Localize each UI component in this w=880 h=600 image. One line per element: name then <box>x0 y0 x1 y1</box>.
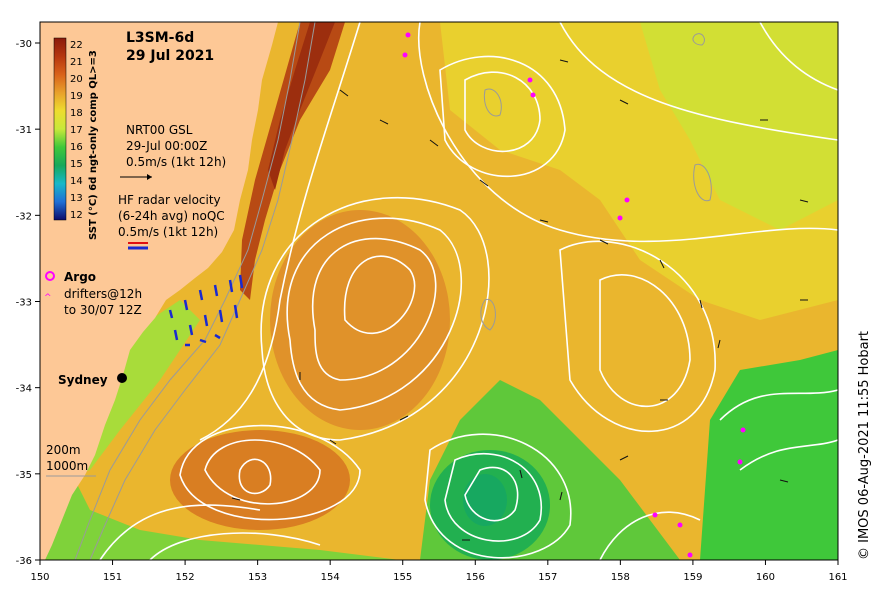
y-axis: -30 -31 -32 -33 -34 -35 -36 <box>16 39 40 567</box>
map-date: 29 Jul 2021 <box>126 48 214 64</box>
colorbar-gradient <box>53 37 67 221</box>
eac-inner <box>268 22 335 190</box>
gsl-scale-arrowhead <box>147 174 152 180</box>
colorbar-tick-label: 20 <box>70 74 83 85</box>
x-tick-label: 155 <box>393 572 412 583</box>
x-tick-label: 160 <box>756 572 775 583</box>
hf-line-1: HF radar velocity <box>118 193 221 207</box>
drifter-symbol-icon: ^ <box>44 293 52 303</box>
drifters-line-1: drifters@12h <box>64 287 142 301</box>
x-tick-label: 150 <box>30 572 49 583</box>
y-tick-label: -32 <box>16 211 32 222</box>
argo-label: Argo <box>64 270 96 284</box>
argo-symbol <box>45 271 55 281</box>
y-tick-label: -33 <box>16 298 32 309</box>
x-tick-label: 152 <box>176 572 195 583</box>
x-tick-label: 151 <box>103 572 122 583</box>
colorbar-tick-label: 15 <box>70 159 83 170</box>
colorbar-tick-label: 21 <box>70 57 83 68</box>
plot-frame <box>39 21 839 561</box>
sydney-label: Sydney <box>58 373 108 387</box>
drifters-line-2: to 30/07 12Z <box>64 303 142 317</box>
y-tick-label: -30 <box>16 39 32 50</box>
colorbar-title: SST (°C) 6d ngt-only comp QL>=3 <box>88 50 99 240</box>
y-tick-label: -31 <box>16 125 32 136</box>
colorbar: 22 21 20 19 18 17 16 15 14 13 12 SST (°C) 6d ngt-o… <box>53 37 99 240</box>
x-tick-label: 157 <box>538 572 557 583</box>
hf-line-2: (6-24h avg) noQC <box>118 209 225 223</box>
x-tick-label: 153 <box>248 572 267 583</box>
colorbar-tick-label: 18 <box>70 108 83 119</box>
y-tick-label: -36 <box>16 556 32 567</box>
isobath-lines <box>74 22 712 560</box>
colorbar-tick-label: 17 <box>70 125 83 136</box>
colorbar-tick-label: 13 <box>70 193 83 204</box>
gsl-line-2: 29-Jul 00:00Z <box>126 139 207 153</box>
x-axis: 150 151 152 153 154 155 156 157 158 159 160 161 <box>30 560 848 583</box>
y-tick-label: -34 <box>16 384 32 395</box>
sst-map <box>40 22 838 560</box>
southeast-green <box>700 350 838 560</box>
warm-eddy-core <box>270 210 450 430</box>
gsl-velocity-arrows <box>231 59 809 541</box>
colorbar-tick-label: 14 <box>70 176 83 187</box>
eac-core <box>240 22 345 300</box>
map-title: L3SM-6d <box>126 30 194 46</box>
y-tick-label: -35 <box>16 470 32 481</box>
colorbar-tick-label: 12 <box>70 210 83 221</box>
land-australia <box>40 22 278 560</box>
gsl-line-3: 0.5m/s (1kt 12h) <box>126 155 226 169</box>
ocean-lime-region <box>640 22 838 230</box>
isobath-200m-label: 200m <box>46 443 81 457</box>
argo-drifters <box>402 32 746 558</box>
credit-text: © IMOS 06-Aug-2021 11:55 Hobart <box>857 331 872 560</box>
x-tick-label: 154 <box>321 572 340 583</box>
hf-line-3: 0.5m/s (1kt 12h) <box>118 225 218 239</box>
ssh-contours <box>99 22 838 560</box>
isobath-1000m-label: 1000m <box>46 459 88 473</box>
x-tick-label: 156 <box>466 572 485 583</box>
gsl-line-1: NRT00 GSL <box>126 123 193 137</box>
colorbar-tick-label: 16 <box>70 142 83 153</box>
colorbar-tick-label: 22 <box>70 40 83 51</box>
x-tick-label: 159 <box>683 572 702 583</box>
hf-radar-vectors <box>168 274 244 347</box>
southwest-green <box>40 470 400 560</box>
x-tick-label: 158 <box>611 572 630 583</box>
x-tick-label: 161 <box>828 572 847 583</box>
colorbar-tick-label: 19 <box>70 91 83 102</box>
sydney-marker <box>117 373 127 383</box>
